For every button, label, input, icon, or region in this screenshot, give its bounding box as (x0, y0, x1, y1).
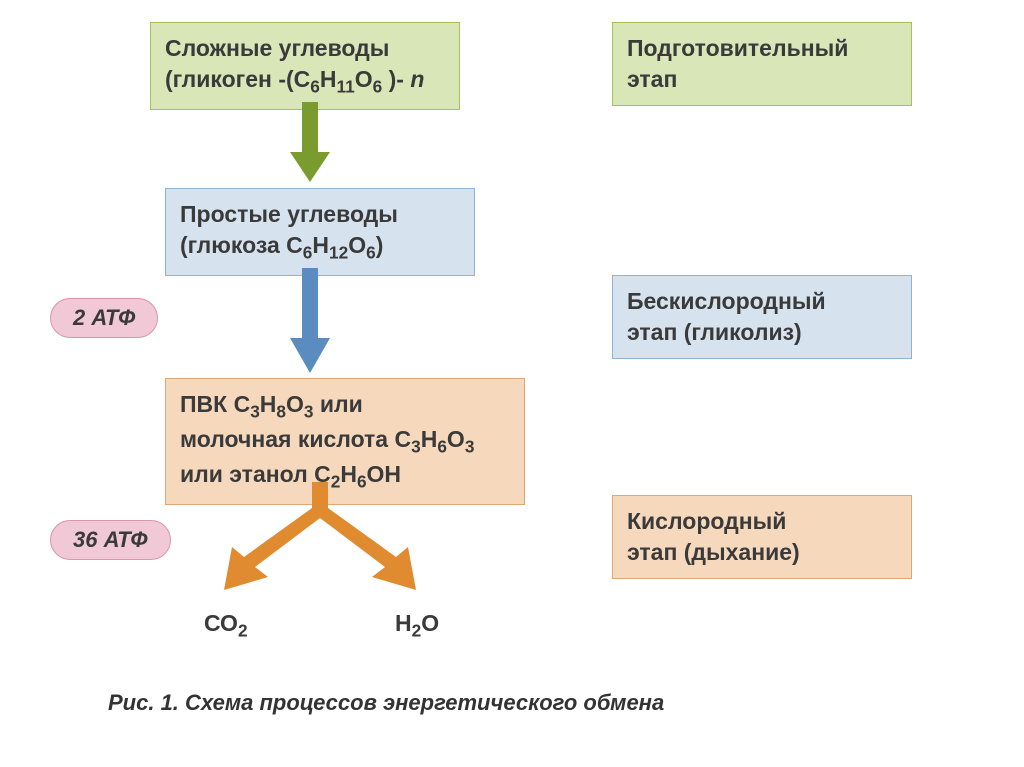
complex-m1: Н (320, 66, 337, 92)
h2o-post: О (421, 610, 439, 636)
aerobic-line2: этап (дыхание) (627, 537, 897, 568)
pvk-l1-post: или (313, 391, 362, 417)
box-simple-carbs: Простые углеводы (глюкоза С6Н12О6) (165, 188, 475, 276)
complex-sub3: 6 (373, 77, 383, 97)
pvk-l1-m2: О (286, 391, 304, 417)
simple-m1: Н (312, 232, 329, 258)
complex-sub2: 11 (336, 77, 354, 97)
co2-pre: СО (204, 610, 238, 636)
complex-l2-pre: (гликоген -(С (165, 66, 310, 92)
box-anaerobic-stage: Бескислородный этап (гликолиз) (612, 275, 912, 359)
box-preparatory-stage: Подготовительный этап (612, 22, 912, 106)
complex-sub1: 6 (310, 77, 320, 97)
arrow-fork-to-products (220, 482, 420, 594)
prep-line2: этап (627, 64, 897, 95)
complex-line2: (гликоген -(С6Н11О6 )- n (165, 64, 445, 99)
simple-sub2: 12 (329, 243, 348, 263)
box-aerobic-stage: Кислородный этап (дыхание) (612, 495, 912, 579)
complex-line1: Сложные углеводы (165, 33, 445, 64)
box-complex-carbs: Сложные углеводы (гликоген -(С6Н11О6 )- … (150, 22, 460, 110)
pvk-l1-s2: 8 (276, 402, 286, 422)
pill-36-atp: 36 АТФ (50, 520, 171, 560)
pvk-l2-s1: 3 (411, 436, 421, 456)
product-h2o: Н2О (395, 610, 439, 642)
prep-line1: Подготовительный (627, 33, 897, 64)
complex-l2-tail: n (410, 66, 424, 92)
h2o-sub: 2 (412, 621, 422, 641)
aerobic-line1: Кислородный (627, 506, 897, 537)
complex-l2-post: )- (382, 66, 410, 92)
co2-sub: 2 (238, 621, 248, 641)
pill-2-atp: 2 АТФ (50, 298, 158, 338)
complex-m2: О (355, 66, 373, 92)
h2o-pre: Н (395, 610, 412, 636)
pvk-l2-s2: 6 (437, 436, 447, 456)
simple-line1: Простые углеводы (180, 199, 460, 230)
simple-line2: (глюкоза С6Н12О6) (180, 230, 460, 265)
pvk-l2-m2: О (447, 426, 465, 452)
simple-m2: О (348, 232, 366, 258)
product-co2: СО2 (204, 610, 248, 642)
pvk-line1: ПВК С3Н8О3 или (180, 389, 510, 424)
arrow-simple-to-pvk (290, 268, 330, 373)
simple-sub1: 6 (303, 243, 313, 263)
simple-sub3: 6 (366, 243, 376, 263)
anaerobic-line1: Бескислородный (627, 286, 897, 317)
pvk-l2-s3: 3 (465, 436, 475, 456)
pvk-l1-m1: Н (260, 391, 277, 417)
anaerobic-line2: этап (гликолиз) (627, 317, 897, 348)
pvk-l2-pre: молочная кислота С (180, 426, 411, 452)
pvk-l1-pre: ПВК С (180, 391, 250, 417)
simple-l2-pre: (глюкоза С (180, 232, 303, 258)
figure-caption: Рис. 1. Схема процессов энергетического … (108, 690, 664, 716)
pvk-l1-s1: 3 (250, 402, 260, 422)
pvk-line2: молочная кислота С3Н6О3 (180, 424, 510, 459)
arrow-complex-to-simple (290, 102, 330, 182)
simple-l2-post: ) (376, 232, 384, 258)
pvk-l2-m1: Н (421, 426, 438, 452)
